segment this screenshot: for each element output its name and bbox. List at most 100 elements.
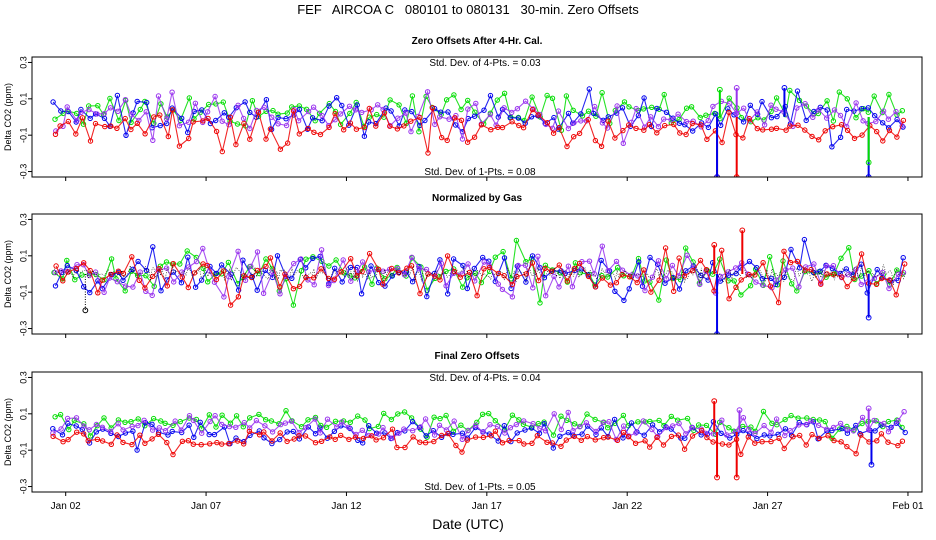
data-point [193,416,200,423]
data-point [73,131,79,137]
data-point [509,281,515,288]
data-point [620,140,626,147]
excursion-point [739,227,746,234]
data-point [242,99,248,105]
data-point [542,428,549,434]
data-point [811,261,817,267]
data-point [872,428,878,434]
data-point [269,429,276,435]
data-point [213,270,220,277]
data-point [726,95,732,101]
data-point [221,294,227,300]
data-point [326,124,332,131]
data-point [282,420,289,426]
data-point [492,254,498,260]
data-point [445,430,451,437]
data-point [676,120,683,126]
data-point [302,433,309,439]
data-point [859,414,866,421]
data-point [227,420,234,426]
data-point [816,107,822,113]
data-point [401,272,408,278]
data-point [458,106,464,113]
data-point [178,280,185,286]
data-point [478,122,485,128]
data-point [509,119,515,125]
data-point [341,270,347,276]
data-point [844,430,851,436]
data-point [808,418,814,424]
data-point [143,273,149,279]
data-point [473,100,479,107]
data-point [809,133,815,140]
data-point [355,413,361,419]
data-point [254,249,261,255]
data-point [50,433,56,440]
data-point [361,133,368,139]
data-point [305,417,311,423]
data-point [186,95,193,101]
data-point [803,264,809,270]
data-point [177,418,184,425]
data-point [191,270,198,276]
data-point [633,125,639,132]
data-point [565,429,571,436]
data-point [492,428,499,434]
data-point [874,128,880,135]
data-point [319,118,325,124]
data-point [115,108,121,115]
data-point [550,130,557,136]
data-point [347,419,353,425]
data-point [773,277,779,283]
y-axis-label: Delta CO2 (ppm) [3,83,13,151]
data-point [509,412,516,418]
data-point [319,112,325,119]
data-point [417,290,423,297]
data-point [705,117,711,124]
data-point [768,438,774,445]
data-point [331,276,338,282]
data-point [831,107,838,113]
data-point [268,418,275,424]
data-point [261,104,267,111]
data-point [689,120,695,127]
data-point [781,248,787,255]
data-point [853,115,859,121]
plot-frame [31,56,923,178]
data-point [219,118,225,124]
data-point [481,259,487,265]
data-point [417,424,424,430]
data-point [207,418,213,425]
data-point [668,413,674,420]
data-point [303,425,309,431]
data-point [164,439,170,446]
data-point [775,299,782,306]
data-point [681,446,688,452]
data-point [499,440,506,446]
data-point [873,118,879,125]
data-point [660,442,667,448]
data-point [902,261,908,267]
data-point [549,440,555,446]
data-point [810,419,817,425]
data-point [797,432,803,439]
data-point [844,283,850,290]
data-point [172,418,178,424]
data-point [899,108,905,114]
data-point [544,439,550,445]
data-point [380,435,387,441]
data-point [309,115,316,121]
data-point [641,127,647,133]
data-point [143,288,149,294]
excursion-point [865,174,872,177]
excursion-point [714,174,720,177]
data-point [129,254,135,260]
data-point [92,120,99,127]
data-point [282,271,288,277]
data-point [885,429,892,435]
data-point [95,290,101,296]
data-point [380,424,386,431]
data-point [59,432,66,438]
data-point [633,105,639,112]
excursion-point [865,405,872,412]
